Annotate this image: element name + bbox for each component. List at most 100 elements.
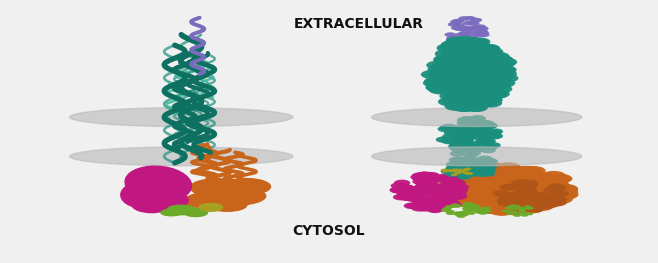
Circle shape	[453, 169, 467, 174]
Circle shape	[494, 58, 517, 67]
Circle shape	[415, 179, 432, 186]
Circle shape	[519, 183, 534, 189]
Circle shape	[467, 183, 492, 193]
Circle shape	[472, 128, 487, 134]
Circle shape	[478, 135, 494, 141]
Circle shape	[415, 174, 432, 181]
Circle shape	[461, 134, 476, 140]
Circle shape	[470, 188, 495, 198]
Circle shape	[467, 29, 479, 34]
Circle shape	[462, 70, 484, 79]
Circle shape	[524, 181, 549, 191]
Circle shape	[413, 178, 429, 185]
Circle shape	[483, 164, 497, 170]
Circle shape	[453, 138, 468, 144]
Circle shape	[451, 74, 474, 83]
Circle shape	[461, 119, 476, 125]
Circle shape	[452, 187, 468, 193]
Circle shape	[474, 98, 497, 107]
Circle shape	[515, 186, 540, 196]
Circle shape	[460, 213, 469, 216]
Circle shape	[519, 177, 543, 187]
Circle shape	[517, 189, 532, 195]
Circle shape	[457, 167, 471, 172]
Circle shape	[455, 171, 461, 174]
Circle shape	[440, 175, 457, 181]
Circle shape	[445, 64, 468, 73]
Circle shape	[511, 190, 535, 200]
Circle shape	[518, 176, 542, 185]
Circle shape	[430, 63, 453, 72]
Circle shape	[478, 155, 492, 161]
Circle shape	[440, 200, 456, 206]
Ellipse shape	[167, 205, 195, 215]
Circle shape	[516, 180, 541, 190]
Circle shape	[463, 52, 475, 57]
Circle shape	[528, 194, 544, 200]
Circle shape	[428, 206, 444, 212]
Circle shape	[477, 31, 489, 35]
Circle shape	[438, 177, 455, 184]
Ellipse shape	[70, 147, 293, 166]
Circle shape	[507, 201, 523, 208]
Circle shape	[446, 173, 470, 182]
Circle shape	[476, 181, 501, 191]
Circle shape	[472, 189, 497, 199]
Circle shape	[506, 183, 522, 189]
Circle shape	[489, 199, 514, 209]
Circle shape	[510, 205, 526, 211]
Circle shape	[492, 198, 517, 208]
Circle shape	[548, 174, 572, 184]
Circle shape	[484, 133, 499, 139]
Circle shape	[459, 145, 474, 151]
Circle shape	[469, 118, 484, 124]
Circle shape	[513, 194, 537, 204]
Circle shape	[465, 122, 481, 129]
Circle shape	[419, 193, 436, 199]
Circle shape	[445, 205, 454, 209]
Circle shape	[526, 207, 534, 210]
Circle shape	[434, 188, 450, 194]
Circle shape	[446, 89, 468, 98]
Circle shape	[442, 209, 451, 212]
Circle shape	[452, 143, 467, 149]
Circle shape	[472, 175, 497, 185]
Circle shape	[440, 77, 463, 87]
Circle shape	[539, 195, 555, 201]
Circle shape	[415, 178, 432, 184]
Circle shape	[455, 44, 478, 53]
Circle shape	[468, 48, 480, 53]
Circle shape	[474, 67, 496, 76]
Circle shape	[511, 199, 526, 205]
Circle shape	[435, 49, 457, 58]
Circle shape	[440, 176, 465, 185]
Circle shape	[480, 165, 505, 175]
Circle shape	[449, 45, 471, 54]
Circle shape	[472, 128, 488, 134]
Circle shape	[521, 205, 537, 211]
Circle shape	[480, 156, 494, 162]
Circle shape	[442, 207, 451, 211]
Circle shape	[454, 40, 476, 49]
Circle shape	[464, 188, 488, 198]
Circle shape	[521, 177, 545, 186]
Circle shape	[542, 196, 557, 203]
Circle shape	[476, 96, 499, 105]
Circle shape	[504, 200, 520, 206]
Circle shape	[445, 102, 467, 111]
Circle shape	[497, 197, 522, 207]
Circle shape	[454, 170, 461, 173]
Circle shape	[474, 53, 496, 62]
Circle shape	[457, 134, 472, 140]
Circle shape	[478, 137, 493, 143]
Circle shape	[494, 188, 519, 198]
Circle shape	[471, 124, 487, 130]
Circle shape	[497, 191, 513, 198]
Circle shape	[536, 183, 561, 193]
Circle shape	[522, 190, 547, 200]
Circle shape	[411, 190, 427, 197]
Circle shape	[548, 200, 564, 206]
Circle shape	[467, 40, 490, 49]
Circle shape	[428, 70, 451, 79]
Circle shape	[518, 207, 525, 210]
